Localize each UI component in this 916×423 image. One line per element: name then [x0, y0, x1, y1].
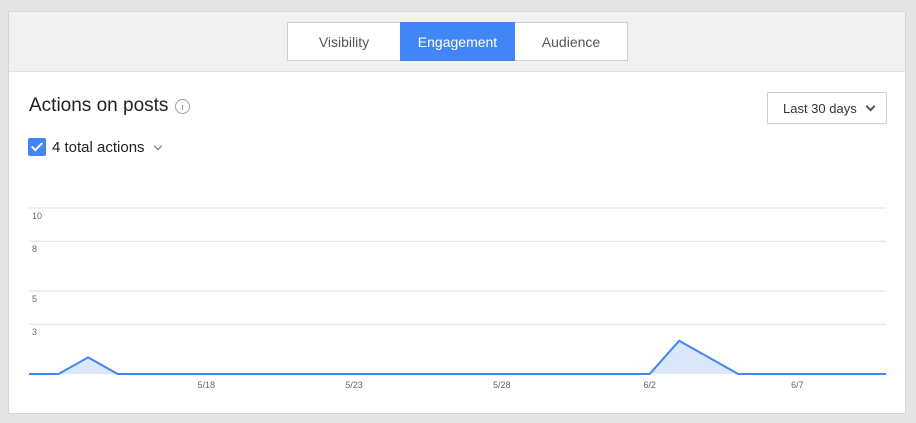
x-tick-label: 5/28: [493, 380, 511, 390]
tab-group: Visibility Engagement Audience: [287, 22, 628, 61]
engagement-card: Visibility Engagement Audience Actions o…: [8, 11, 906, 414]
tab-bar: Visibility Engagement Audience: [9, 12, 905, 72]
tab-engagement[interactable]: Engagement: [400, 22, 515, 61]
section-title: Actions on posts: [29, 95, 191, 117]
metric-label: 4 total actions: [52, 138, 145, 156]
tab-visibility[interactable]: Visibility: [287, 22, 401, 61]
info-icon[interactable]: [175, 98, 191, 114]
date-range-label: Last 30 days: [783, 100, 857, 116]
metric-checkbox[interactable]: [28, 138, 46, 156]
tab-audience[interactable]: Audience: [514, 22, 628, 61]
y-tick-label: 5: [32, 294, 37, 304]
actions-area-chart: 3 5 8 10 5/18 5/23 5/28 6/2 6/7: [28, 207, 887, 390]
section-title-text: Actions on posts: [29, 95, 169, 116]
x-tick-label: 6/2: [643, 380, 656, 390]
x-tick-label: 6/7: [791, 380, 804, 390]
x-tick-label: 5/18: [198, 380, 216, 390]
y-tick-label: 8: [32, 244, 37, 254]
y-tick-label: 3: [32, 327, 37, 337]
series-area: [29, 340, 886, 374]
y-tick-label: 10: [32, 211, 42, 221]
series-line: [29, 339, 886, 375]
metric-selector: 4 total actions: [28, 138, 162, 156]
x-tick-label: 5/23: [345, 380, 363, 390]
date-range-select[interactable]: Last 30 days: [767, 92, 887, 124]
